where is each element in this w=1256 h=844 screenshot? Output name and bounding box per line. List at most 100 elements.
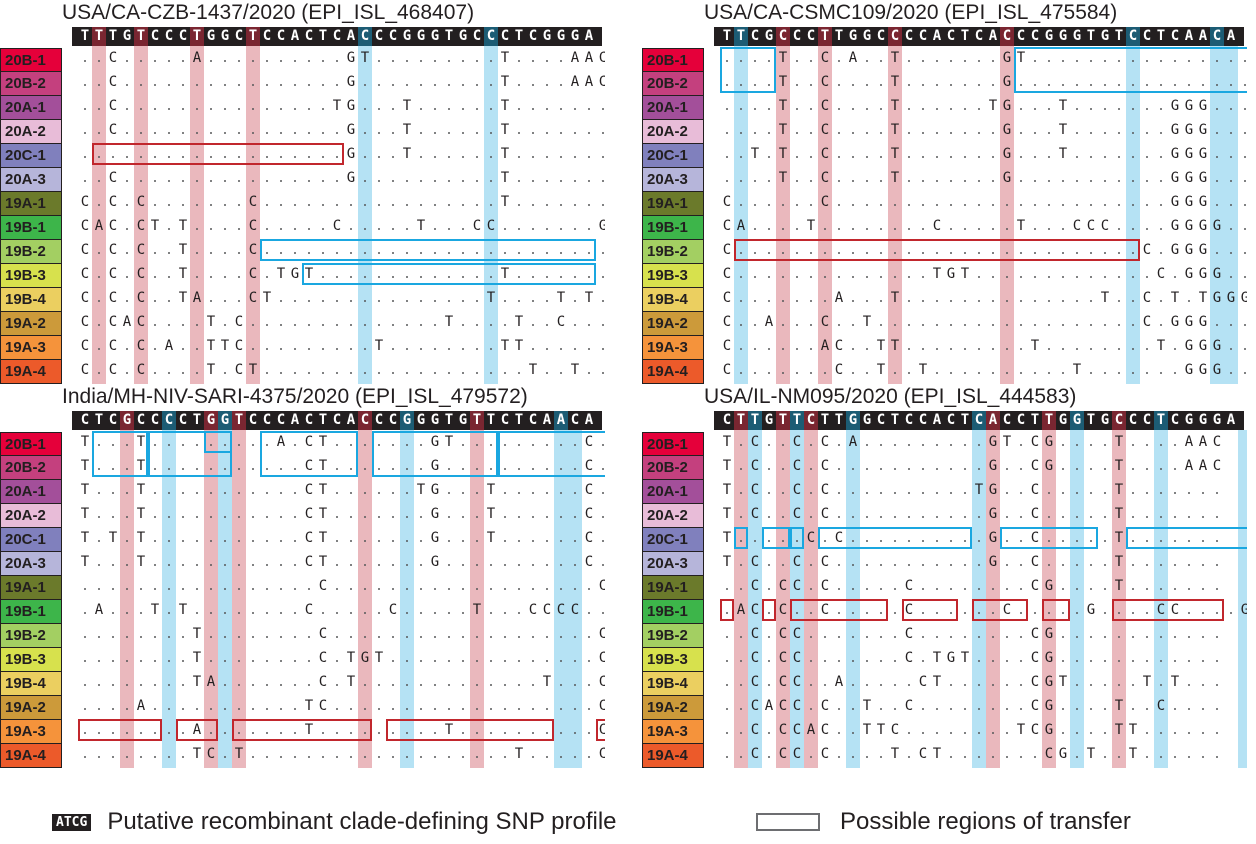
gap-dot — [1076, 492, 1078, 494]
gap-dot — [978, 540, 980, 542]
gap-dot — [1090, 564, 1092, 566]
gap-dot — [392, 444, 394, 446]
sequence-base: T — [318, 28, 328, 44]
gap-dot — [280, 204, 282, 206]
gap-dot — [112, 756, 114, 758]
gap-dot — [154, 660, 156, 662]
base-cell: G — [1212, 338, 1222, 354]
gap-dot — [1006, 204, 1008, 206]
sequence-base: T — [1154, 411, 1168, 430]
gap-dot — [964, 540, 966, 542]
gap-dot — [1132, 372, 1134, 374]
gap-dot — [866, 156, 868, 158]
base-cell: T — [206, 362, 216, 378]
gap-dot — [280, 324, 282, 326]
gap-dot — [364, 180, 366, 182]
base-cell: T — [890, 290, 900, 306]
gap-dot — [1188, 684, 1190, 686]
gap-dot — [880, 660, 882, 662]
gap-dot — [950, 684, 952, 686]
base-cell: T — [192, 674, 202, 690]
base-cell: T — [500, 98, 510, 114]
gap-dot — [950, 516, 952, 518]
gap-dot — [1146, 636, 1148, 638]
gap-dot — [936, 492, 938, 494]
gap-dot — [476, 204, 478, 206]
gap-dot — [378, 84, 380, 86]
base-cell: T — [80, 554, 90, 570]
gap-dot — [434, 732, 436, 734]
base-cell: T — [1016, 50, 1026, 66]
gap-dot — [154, 636, 156, 638]
base-cell: T — [890, 338, 900, 354]
gap-dot — [518, 684, 520, 686]
gap-dot — [602, 372, 604, 374]
gap-dot — [448, 84, 450, 86]
gap-dot — [392, 636, 394, 638]
sequence-base: G — [400, 411, 414, 430]
gap-dot — [978, 324, 980, 326]
gap-dot — [1006, 636, 1008, 638]
gap-dot — [420, 660, 422, 662]
gap-dot — [126, 516, 128, 518]
gap-dot — [518, 468, 520, 470]
gap-dot — [294, 324, 296, 326]
gap-dot — [420, 564, 422, 566]
gap-dot — [518, 228, 520, 230]
gap-dot — [420, 84, 422, 86]
base-cell: A — [122, 314, 132, 330]
gap-dot — [1132, 276, 1134, 278]
base-cell: C — [792, 506, 802, 522]
highlight-band-blue — [554, 430, 568, 768]
gap-dot — [406, 324, 408, 326]
transfer-region-box — [92, 431, 148, 477]
base-cell: G — [1184, 98, 1194, 114]
gap-dot — [546, 108, 548, 110]
gap-dot — [448, 708, 450, 710]
gap-dot — [1076, 468, 1078, 470]
base-cell: T — [890, 50, 900, 66]
gap-dot — [1020, 588, 1022, 590]
base-cell: T — [276, 266, 286, 282]
gap-dot — [392, 60, 394, 62]
gap-dot — [1006, 684, 1008, 686]
gap-dot — [824, 300, 826, 302]
gap-dot — [894, 444, 896, 446]
gap-dot — [1244, 60, 1246, 62]
gap-dot — [476, 180, 478, 182]
gap-dot — [364, 516, 366, 518]
gap-dot — [322, 612, 324, 614]
gap-dot — [336, 348, 338, 350]
gap-dot — [182, 492, 184, 494]
sequence-base: C — [1126, 27, 1140, 46]
base-cell: T — [960, 266, 970, 282]
gap-dot — [1048, 276, 1050, 278]
recombinant-region-box — [790, 599, 888, 621]
base-cell: G — [1198, 194, 1208, 210]
gap-dot — [392, 372, 394, 374]
gap-dot — [448, 756, 450, 758]
gap-dot — [1076, 348, 1078, 350]
gap-dot — [1090, 708, 1092, 710]
base-cell: T — [178, 266, 188, 282]
gap-dot — [768, 132, 770, 134]
gap-dot — [796, 348, 798, 350]
clade-label: 19A-4 — [642, 360, 704, 384]
gap-dot — [992, 708, 994, 710]
gap-dot — [852, 108, 854, 110]
base-cell: G — [430, 530, 440, 546]
highlight-band-red — [358, 430, 372, 768]
gap-dot — [922, 252, 924, 254]
gap-dot — [252, 132, 254, 134]
base-cell: T — [346, 650, 356, 666]
base-cell: C — [792, 482, 802, 498]
gap-dot — [574, 540, 576, 542]
gap-dot — [154, 180, 156, 182]
gap-dot — [406, 564, 408, 566]
sequence-base: G — [458, 28, 468, 44]
gap-dot — [210, 732, 212, 734]
gap-dot — [518, 156, 520, 158]
gap-dot — [546, 636, 548, 638]
gap-dot — [978, 252, 980, 254]
gap-dot — [1216, 252, 1218, 254]
